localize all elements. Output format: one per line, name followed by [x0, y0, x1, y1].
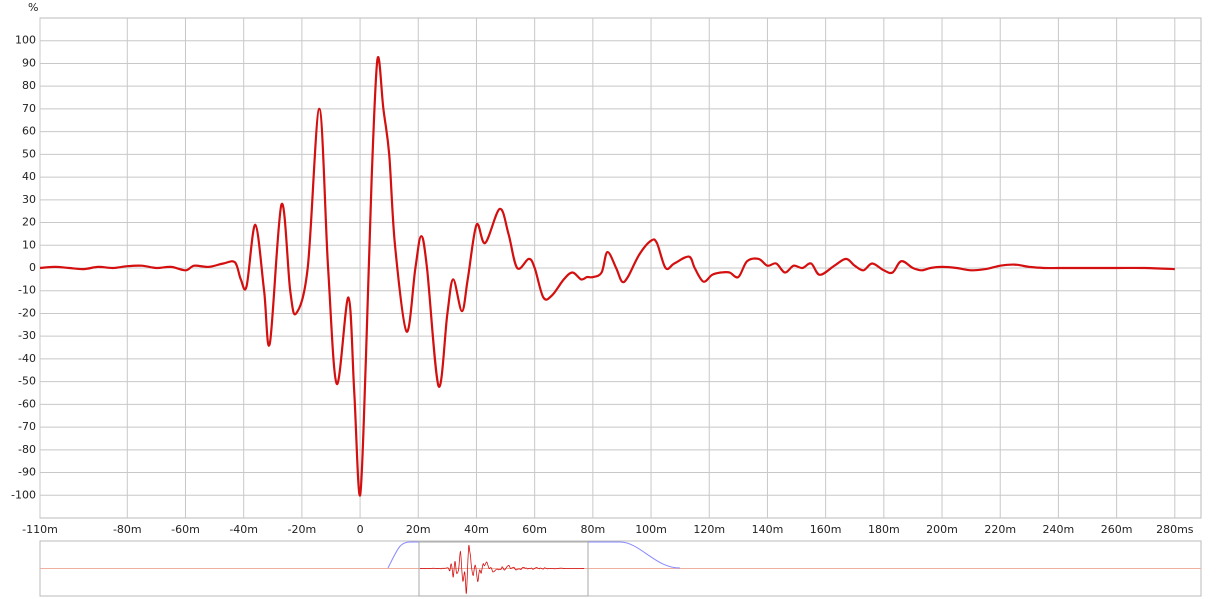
y-tick-label: 10: [22, 238, 36, 251]
x-tick-label: 0: [357, 523, 364, 536]
y-tick-label: 0: [29, 261, 36, 274]
y-tick-label: 60: [22, 125, 36, 138]
y-tick-label: 50: [22, 147, 36, 160]
x-tick-label: 120m: [693, 523, 725, 536]
x-tick-label: 240m: [1043, 523, 1075, 536]
x-tick-label: 160m: [810, 523, 842, 536]
x-tick-label: -40m: [229, 523, 258, 536]
x-tick-label: 60m: [522, 523, 547, 536]
y-tick-label: -10: [18, 284, 36, 297]
x-tick-label: 220m: [984, 523, 1016, 536]
x-tick-label: 40m: [464, 523, 489, 536]
x-tick-label: 280ms: [1156, 523, 1194, 536]
x-tick-label: 80m: [580, 523, 605, 536]
x-tick-label: -20m: [288, 523, 317, 536]
y-tick-label: 100: [15, 34, 36, 47]
x-tick-label: 180m: [868, 523, 900, 536]
y-tick-label: -30: [18, 329, 36, 342]
y-tick-label: 40: [22, 170, 36, 183]
y-tick-label: -100: [11, 488, 36, 501]
overview-window: [387, 541, 681, 569]
x-tick-label: 140m: [752, 523, 784, 536]
overview-line: [419, 544, 585, 594]
x-tick-label: 200m: [926, 523, 958, 536]
y-tick-label: -50: [18, 375, 36, 388]
y-tick-label: 20: [22, 216, 36, 229]
x-tick-label: -80m: [113, 523, 142, 536]
y-tick-label: -40: [18, 352, 36, 365]
x-tick-label: -110m: [22, 523, 58, 536]
y-tick-label: -70: [18, 420, 36, 433]
overview-selection: [418, 541, 589, 597]
y-tick-label: 90: [22, 56, 36, 69]
overview: [39, 540, 1202, 597]
series-line: [39, 55, 1175, 497]
x-tick-label: 20m: [406, 523, 431, 536]
y-tick-label: -60: [18, 397, 36, 410]
y-axis-label: %: [28, 1, 38, 14]
y-tick-label: 30: [22, 193, 36, 206]
y-tick-label: -20: [18, 306, 36, 319]
y-tick-label: 70: [22, 102, 36, 115]
y-tick-label: -80: [18, 443, 36, 456]
x-tick-label: 260m: [1101, 523, 1133, 536]
y-tick-label: -90: [18, 466, 36, 479]
x-tick-label: -60m: [171, 523, 200, 536]
x-tick-label: 100m: [635, 523, 667, 536]
y-tick-label: 80: [22, 79, 36, 92]
